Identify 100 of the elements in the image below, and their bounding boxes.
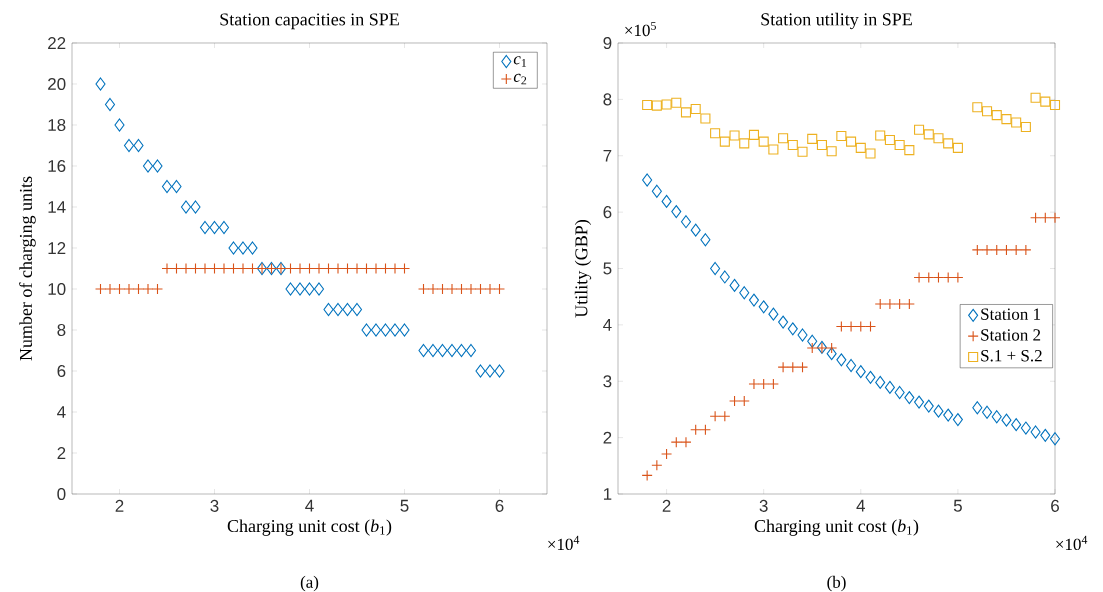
point: [767, 378, 779, 390]
point: [370, 323, 382, 337]
point: [661, 194, 672, 208]
point: [332, 262, 344, 275]
point: [855, 142, 866, 153]
point: [661, 99, 672, 110]
point: [758, 136, 769, 147]
point: [690, 223, 701, 237]
point: [494, 364, 505, 378]
chart-title: Station capacities in SPE: [220, 13, 399, 30]
point: [180, 200, 192, 214]
point: [729, 130, 740, 141]
point: [218, 262, 230, 275]
point: [142, 283, 154, 295]
point: [942, 271, 954, 284]
point: [94, 283, 107, 295]
point: [864, 321, 877, 333]
y-tick-label: 5: [603, 262, 612, 275]
point: [161, 262, 173, 275]
y-tick-label: 2: [57, 447, 66, 459]
point: [351, 302, 363, 317]
point: [768, 144, 779, 155]
point: [710, 261, 721, 276]
point: [826, 146, 837, 157]
point: [943, 138, 954, 149]
point: [389, 323, 401, 337]
text: (b): [827, 575, 846, 592]
point: [151, 283, 164, 295]
y-tick-label: 12: [48, 242, 66, 254]
point: [738, 395, 750, 407]
point: [641, 469, 653, 481]
point: [952, 413, 963, 427]
y-tick-label: 18: [48, 118, 66, 132]
point: [399, 323, 410, 337]
point: [123, 138, 135, 153]
y-tick-label: 3: [603, 375, 612, 388]
point: [875, 130, 886, 141]
y-tick-label: 16: [48, 159, 66, 173]
point: [807, 334, 818, 348]
point: [304, 282, 315, 296]
point: [933, 404, 944, 418]
y-tick-label: 7: [603, 149, 612, 162]
point: [199, 262, 211, 275]
point: [971, 244, 983, 256]
point: [739, 138, 750, 149]
point: [161, 179, 173, 194]
point: [670, 436, 682, 448]
point: [991, 410, 1002, 424]
point: [475, 364, 486, 378]
point: [313, 282, 325, 296]
point: [739, 286, 750, 300]
point: [456, 343, 467, 358]
y-tick-label: 8: [603, 93, 612, 106]
point: [446, 343, 458, 358]
point: [991, 244, 1003, 256]
point: [1000, 244, 1012, 256]
point: [943, 408, 954, 422]
point: [904, 145, 915, 156]
point: [690, 424, 702, 436]
point: [933, 133, 944, 144]
point: [417, 283, 430, 295]
point: [642, 173, 653, 187]
point: [836, 353, 847, 367]
point: [313, 262, 325, 275]
point: [1049, 99, 1061, 111]
point: [845, 321, 857, 333]
point: [351, 262, 363, 275]
text: ×10$^{4}$: [548, 535, 580, 551]
text: (a): [300, 575, 319, 592]
point: [778, 133, 789, 144]
point: [952, 142, 963, 153]
text: ×10$^{4}$: [1056, 535, 1088, 551]
point: [484, 283, 496, 295]
point: [427, 343, 439, 358]
point: [884, 298, 896, 310]
y-tick-label: 4: [603, 319, 612, 331]
point: [237, 241, 249, 255]
point: [719, 270, 730, 284]
point: [1001, 413, 1012, 427]
point: [455, 283, 468, 295]
point: [884, 380, 895, 394]
x-tick-label: 4: [305, 499, 314, 512]
point: [855, 321, 867, 333]
x-tick-label: 2: [662, 499, 671, 512]
point: [123, 283, 135, 295]
point: [748, 293, 760, 307]
y-tick-label: 22: [48, 37, 66, 49]
point: [826, 347, 837, 361]
point: [218, 220, 230, 235]
y-tick-label: 6: [57, 364, 66, 378]
chart-title: Station utility in SPE: [761, 12, 912, 30]
point: [846, 358, 857, 373]
point: [894, 139, 905, 151]
point: [332, 302, 344, 317]
y-tick-label: 10: [48, 282, 66, 296]
point: [237, 262, 249, 275]
point: [923, 271, 935, 284]
point: [680, 436, 692, 448]
point: [768, 307, 779, 321]
point: [95, 77, 106, 91]
